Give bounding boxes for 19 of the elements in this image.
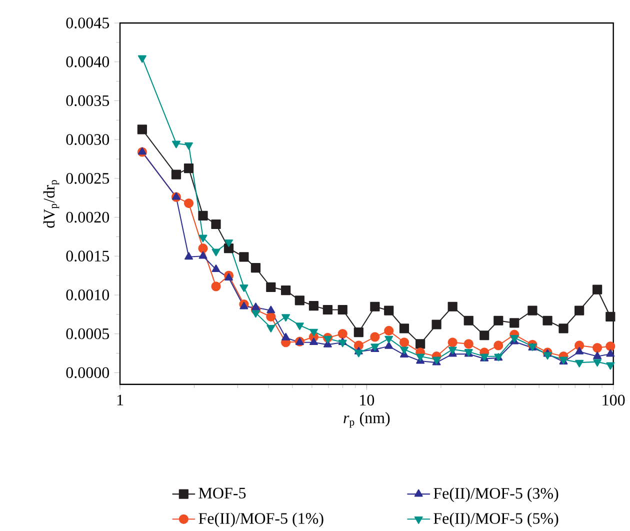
- legend-label: Fe(II)/MOF-5 (5%): [434, 512, 558, 528]
- y-tick-label: 0.0025: [66, 172, 110, 184]
- x-tick-label: 100: [602, 394, 625, 406]
- legend-label: MOF-5: [198, 488, 246, 498]
- x-tick-label: 10: [360, 394, 374, 406]
- y-tick-label: 0.0020: [66, 212, 110, 223]
- y-tick-label: 0.0000: [66, 367, 110, 378]
- x-axis-title: r$_{p}$ (nm): [344, 412, 390, 428]
- y-tick-label: 0.0040: [66, 56, 110, 68]
- legend-label: Fe(II)/MOF-5 (3%): [434, 487, 558, 502]
- y-tick-label: 0.0045: [66, 18, 110, 28]
- x-tick-label: 1: [117, 394, 124, 406]
- legend-label: Fe(II)/MOF-5 (1%): [198, 512, 324, 528]
- y-tick-label: 0.0035: [66, 95, 110, 106]
- y-axis-title: dV$_{p}$/dr$_{p}$: [43, 180, 60, 228]
- y-tick-label: 0.0030: [66, 134, 110, 145]
- y-tick-label: 0.0015: [66, 250, 110, 262]
- y-tick-label: 0.0010: [66, 290, 110, 300]
- y-tick-label: 0.0005: [66, 328, 110, 340]
